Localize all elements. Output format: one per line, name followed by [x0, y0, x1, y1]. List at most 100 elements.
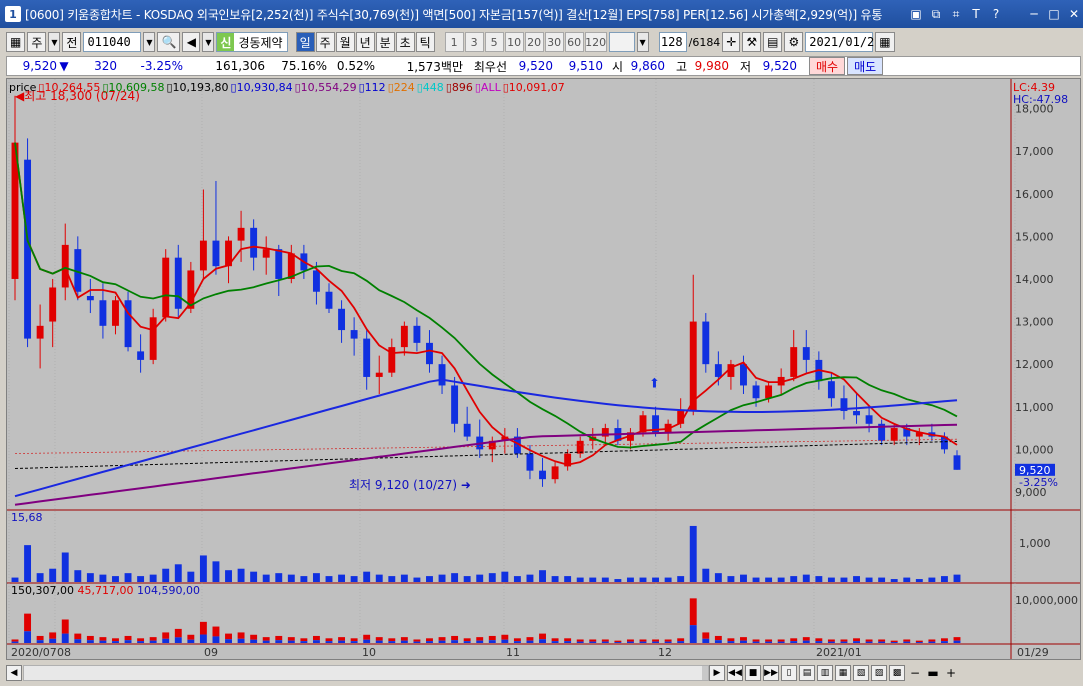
- volume-bar: [564, 576, 572, 582]
- amount-bar-red: [915, 640, 923, 643]
- interval-button-1[interactable]: 1: [444, 32, 464, 52]
- crosshair-icon[interactable]: ✛: [722, 32, 741, 52]
- amount-bar-red: [601, 639, 609, 642]
- amount-bar-blue: [513, 641, 521, 643]
- period-tab-2[interactable]: 월: [335, 32, 355, 52]
- period-tab-3[interactable]: 년: [355, 32, 375, 52]
- market-select[interactable]: 주: [27, 32, 47, 52]
- interval-button-20[interactable]: 20: [524, 32, 544, 52]
- sell-button[interactable]: 매도: [847, 57, 884, 75]
- stop-icon[interactable]: ■: [745, 665, 761, 681]
- save-window-icon[interactable]: ▣: [910, 7, 922, 21]
- volume-bar: [199, 555, 207, 582]
- volume-tick: 1,000: [1019, 537, 1051, 550]
- volume-bar: [338, 574, 346, 582]
- grid-5-icon[interactable]: ▨: [871, 665, 887, 681]
- interval-button-60[interactable]: 60: [564, 32, 584, 52]
- help-icon[interactable]: ?: [992, 7, 1000, 21]
- sound-dropdown-icon[interactable]: ▼: [202, 32, 215, 52]
- zoom-in-icon[interactable]: +: [945, 666, 957, 680]
- chart-area[interactable]: 18,000 17,000 16,000 15,000 14,000 13,000 12,0…: [6, 78, 1081, 660]
- scroll-right-icon[interactable]: ▶: [709, 665, 725, 681]
- interval-button-30[interactable]: 30: [544, 32, 564, 52]
- candle-body: [363, 338, 371, 377]
- grid-1-icon[interactable]: ▤: [799, 665, 815, 681]
- turnover-rate: 0.52%: [336, 59, 375, 73]
- period-tab-0[interactable]: 일: [295, 32, 315, 52]
- grid-6-icon[interactable]: ▩: [889, 665, 905, 681]
- amount-bar-red: [702, 632, 710, 639]
- minimize-icon[interactable]: ─: [1030, 7, 1038, 21]
- trade-amount: 1,573백만: [406, 59, 463, 74]
- grid-2-icon[interactable]: ▥: [817, 665, 833, 681]
- scroll-thumb[interactable]: [702, 666, 708, 680]
- split-icon[interactable]: ▯: [781, 665, 797, 681]
- type-select[interactable]: 전: [62, 32, 82, 52]
- pin-icon[interactable]: T: [972, 7, 980, 21]
- legend-ma-1: ▯10,609,58: [102, 81, 165, 94]
- zoom-bar-icon[interactable]: ▬: [927, 666, 939, 680]
- gear-icon[interactable]: ⚙: [784, 32, 804, 52]
- volume-bar: [815, 576, 823, 582]
- search-icon[interactable]: 🔍: [157, 32, 181, 52]
- volume-bar: [790, 576, 798, 582]
- candle-body: [564, 453, 572, 467]
- zoom-out-icon[interactable]: −: [909, 666, 921, 680]
- scroll-track[interactable]: [23, 665, 709, 681]
- interval-input[interactable]: [608, 32, 635, 52]
- maximize-icon[interactable]: □: [1048, 7, 1060, 21]
- volume-bar: [878, 577, 886, 582]
- interval-button-5[interactable]: 5: [484, 32, 504, 52]
- amount-bar-red: [74, 633, 82, 640]
- close-icon[interactable]: ✕: [1068, 7, 1080, 21]
- calendar-icon[interactable]: ▦: [875, 32, 895, 52]
- date-input[interactable]: 2021/01/29: [805, 32, 882, 52]
- chevron-down-icon[interactable]: ▼: [48, 32, 61, 52]
- period-tab-6[interactable]: 틱: [415, 32, 435, 52]
- tools-icon[interactable]: ⚒: [742, 32, 762, 52]
- amount-bar-red: [476, 637, 484, 641]
- candle-body: [99, 300, 107, 326]
- interval-dropdown-icon[interactable]: ▼: [636, 32, 649, 52]
- amount-bar-blue: [865, 641, 873, 643]
- period-tab-4[interactable]: 분: [375, 32, 395, 52]
- save-icon[interactable]: ▤: [763, 32, 783, 52]
- link-icon[interactable]: ⌗: [952, 6, 960, 21]
- stock-code-input[interactable]: 011040: [83, 32, 142, 52]
- interval-button-3[interactable]: 3: [464, 32, 484, 52]
- lc-label: LC:4.39: [1013, 81, 1055, 94]
- count-input[interactable]: 128: [658, 32, 687, 52]
- code-dropdown-icon[interactable]: ▼: [143, 32, 156, 52]
- config-icon[interactable]: ▦: [6, 32, 26, 52]
- candle-body: [237, 227, 245, 241]
- legend-price: price: [9, 81, 37, 94]
- grid-3-icon[interactable]: ▦: [835, 665, 851, 681]
- amount-bar-red: [953, 637, 961, 641]
- best-buy-price: 9,510: [568, 59, 603, 73]
- candle-body: [940, 436, 948, 450]
- grid-4-icon[interactable]: ▧: [853, 665, 869, 681]
- candle-body: [488, 440, 496, 450]
- interval-button-10[interactable]: 10: [504, 32, 524, 52]
- period-tab-1[interactable]: 주: [315, 32, 335, 52]
- first-icon[interactable]: ◀◀: [727, 665, 743, 681]
- amount-bar-blue: [49, 638, 57, 643]
- chart-canvas[interactable]: 18,000 17,000 16,000 15,000 14,000 13,000 12,0…: [7, 79, 1080, 659]
- amount-bar-blue: [237, 638, 245, 643]
- amount-bar-red: [802, 637, 810, 641]
- amount-bar-blue: [702, 638, 710, 643]
- last-icon[interactable]: ▶▶: [763, 665, 779, 681]
- restore-icon[interactable]: ⧉: [931, 6, 941, 21]
- period-tab-5[interactable]: 초: [395, 32, 415, 52]
- app-icon: 1: [5, 6, 21, 22]
- amount-bar-blue: [438, 640, 446, 643]
- stock-name-field[interactable]: 신 경동제약: [216, 32, 288, 52]
- price-change: 320: [94, 59, 117, 73]
- scroll-left-icon[interactable]: ◀: [6, 665, 22, 681]
- candle-body: [275, 249, 283, 279]
- buy-button[interactable]: 매수: [809, 57, 846, 75]
- interval-button-120[interactable]: 120: [584, 32, 607, 52]
- ma-line-blue: [14, 378, 958, 498]
- y-tick-label: 14,000: [1015, 273, 1054, 286]
- sound-icon[interactable]: ◀: [182, 32, 201, 52]
